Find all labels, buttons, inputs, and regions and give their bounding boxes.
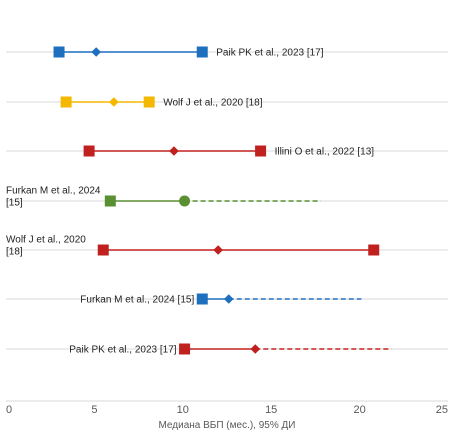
median-marker xyxy=(223,294,234,304)
study-label-line: Paik PK et al., 2023 [17] xyxy=(216,48,324,59)
ci-lower-marker xyxy=(179,343,191,355)
study-label: Paik PK et al., 2023 [17] xyxy=(69,345,177,356)
ci-upper-marker xyxy=(255,145,267,157)
ci-upper-marker xyxy=(196,46,208,58)
x-tick-label: 5 xyxy=(91,404,97,416)
x-tick-label: 0 xyxy=(6,404,12,416)
study-row: Wolf J et al., 2020 [18] xyxy=(60,96,263,109)
study-label-line: Furkan M et al., 2024 xyxy=(6,186,101,197)
study-label: Wolf J et al., 2020 [18] xyxy=(163,98,263,109)
median-marker xyxy=(250,344,261,354)
median-marker xyxy=(169,146,179,156)
study-row: Illini O et al., 2022 [13] xyxy=(83,145,375,158)
x-tick-label: 20 xyxy=(353,404,365,416)
x-tick-label: 25 xyxy=(436,404,448,416)
study-label: Paik PK et al., 2023 [17] xyxy=(216,48,324,59)
study-row: Furkan M et al., 2024 [15] xyxy=(6,186,321,209)
ci-lower-marker xyxy=(83,145,95,157)
study-label-line: [15] xyxy=(6,198,23,209)
ci-lower-marker xyxy=(60,96,72,108)
study-label-line: Wolf J et al., 2020 xyxy=(6,235,86,246)
study-row: Paik PK et al., 2023 [17] xyxy=(53,46,324,59)
study-label-line: Paik PK et al., 2023 [17] xyxy=(69,345,177,356)
x-axis: 0 5 10 15 20 25 xyxy=(6,404,448,416)
ci-lower-marker xyxy=(104,195,116,207)
ci-lower-marker xyxy=(196,293,208,305)
study-label-line: Furkan M et al., 2024 [15] xyxy=(80,295,194,306)
median-marker xyxy=(179,195,191,207)
study-label: Furkan M et al., 2024 [15] xyxy=(80,295,194,306)
study-row: Wolf J et al., 2020 [18] xyxy=(6,235,380,258)
ci-lower-marker xyxy=(53,46,65,58)
study-row: Paik PK et al., 2023 [17] xyxy=(69,343,392,356)
study-row: Furkan M et al., 2024 [15] xyxy=(80,293,362,306)
ci-lower-marker xyxy=(97,244,109,256)
study-label: Wolf J et al., 2020 [18] xyxy=(6,235,86,258)
ci-upper-marker xyxy=(368,244,380,256)
x-tick-label: 15 xyxy=(265,404,277,416)
median-marker xyxy=(109,97,119,107)
study-label-line: [18] xyxy=(6,247,23,258)
median-marker xyxy=(91,47,101,57)
study-label: Furkan M et al., 2024 [15] xyxy=(6,186,101,209)
x-axis-title: Медиана ВБП (мес.), 95% ДИ xyxy=(158,420,295,431)
ci-upper-marker xyxy=(143,96,155,108)
study-label-line: Illini O et al., 2022 [13] xyxy=(275,147,375,158)
study-label-line: Wolf J et al., 2020 [18] xyxy=(163,98,263,109)
x-tick-label: 10 xyxy=(177,404,189,416)
study-rows: Paik PK et al., 2023 [17] Wolf J et al., … xyxy=(6,46,392,356)
median-marker xyxy=(213,245,223,255)
study-label: Illini O et al., 2022 [13] xyxy=(275,147,375,158)
